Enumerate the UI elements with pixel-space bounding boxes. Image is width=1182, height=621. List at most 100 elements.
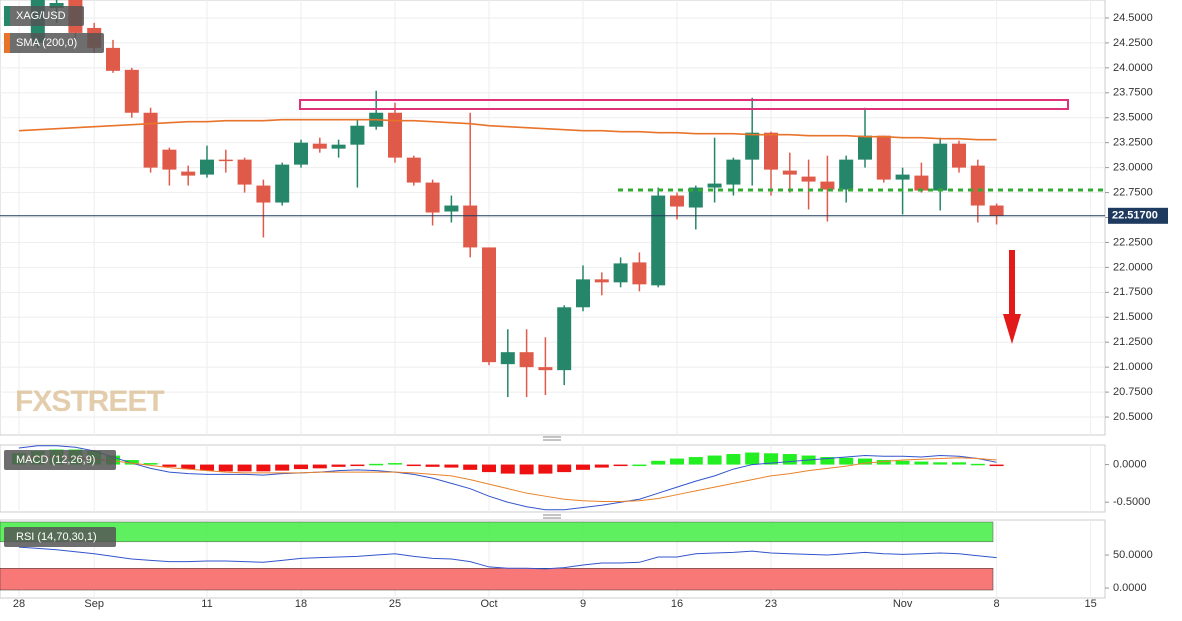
macd-bar [444,464,459,468]
y-tick-label: 23.7500 [1113,87,1153,99]
rsi-line [18,546,997,570]
y-tick-label: 22.7500 [1113,186,1153,198]
y-tick-label: 21.7500 [1113,286,1153,298]
y-tick-label: 21.2500 [1113,336,1153,348]
legend-label: XAG/USD [16,10,66,22]
macd-panel [0,444,1106,513]
macd-bar [200,464,214,471]
signal-line [18,456,997,502]
macd-bar [820,457,835,465]
macd-bar [538,464,553,474]
legend-swatch [4,33,10,53]
candle-body [557,307,572,371]
candle-body [914,175,929,191]
y-tick-label: 50.0000 [1113,549,1153,561]
macd-bar [388,463,402,465]
macd-bar [482,464,496,473]
candle-body [594,279,609,283]
x-tick-label: 23 [765,598,777,610]
y-tick-label: 20.5000 [1113,411,1153,423]
candle-body [49,2,64,8]
y-tick-label: 24.5000 [1113,12,1153,24]
watermark: FXSTREET [15,385,164,418]
macd-bar [124,460,139,465]
macd-bar [557,464,572,473]
candle-body [876,135,891,180]
candle-body [275,164,290,203]
macd-bar [500,464,515,474]
candle-body [989,205,1004,216]
candle-body [651,195,666,286]
x-tick-label: 28 [13,598,25,610]
candle-body [933,143,948,191]
candle-body [200,159,214,175]
candle-body [519,352,534,368]
candle-body [613,263,628,283]
y-tick-label: -0.5000 [1113,496,1150,508]
price-layer [0,0,1105,435]
y-tick-label: 24.0000 [1113,62,1153,74]
y-tick-label: 21.5000 [1113,311,1153,323]
candle-body [801,176,816,182]
macd-bar [670,458,684,465]
y-tick-label: 23.5000 [1113,112,1153,124]
candle-body [670,195,684,207]
candle-body [707,183,722,188]
y-tick-label: 23.0000 [1113,162,1153,174]
candle-body [143,112,158,168]
candle-body [425,182,440,213]
macd-bar [858,458,872,465]
legend-label: RSI (14,70,30,1) [16,531,97,543]
macd-bar [594,464,609,468]
candle-body [688,187,703,208]
candle-body [839,159,854,190]
candle-body [106,47,120,71]
candle-body [294,142,308,165]
macd-bar [933,462,948,465]
x-tick-label: Oct [480,598,497,610]
legend-box [4,6,84,26]
legend-swatch [4,6,10,26]
candle-body [350,125,365,145]
x-tick-label: 15 [1084,598,1096,610]
x-tick-label: 11 [201,598,212,610]
candle-body [764,132,778,170]
down-arrow [1003,250,1021,344]
candle-body [576,279,590,308]
macd-bar [369,463,384,466]
candle-body [444,205,459,212]
macd-bar [237,464,252,472]
macd-bar [294,464,308,470]
macd-bar [162,464,177,467]
last-price-label: 22.51700 [1112,210,1158,222]
y-tick-label: 24.2500 [1113,37,1153,49]
macd-bar [463,464,478,470]
candle-body [726,159,741,185]
candle-body [970,165,985,206]
macd-bar [970,463,985,466]
candle-body [632,262,647,285]
legend-label: SMA (200,0) [16,37,77,49]
macd-bar [256,464,271,472]
macd-bar [143,463,158,465]
candle-body [237,159,252,185]
candle-body [331,144,346,149]
candle-body [218,159,233,162]
candle-body [162,149,177,170]
macd-line [18,445,997,511]
last-price-box [1108,207,1168,224]
x-tick-label: Sep [84,598,104,610]
macd-bar [707,455,722,465]
y-tick-label: 0.0000 [1113,582,1147,594]
macd-bar [576,464,590,470]
macd-bar [726,454,741,465]
y-tick-label: 22.2500 [1113,236,1153,248]
overbought-band [0,521,994,543]
macd-bar [275,464,290,471]
candle-body [463,205,478,248]
candle-body [952,143,966,168]
panel-handle [543,436,561,519]
macd-bar [425,464,440,467]
macd-bar [989,464,1004,467]
